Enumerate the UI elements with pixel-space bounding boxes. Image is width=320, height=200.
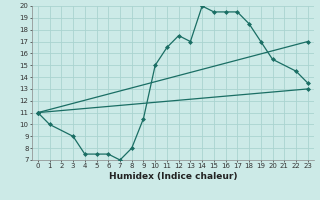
X-axis label: Humidex (Indice chaleur): Humidex (Indice chaleur): [108, 172, 237, 181]
